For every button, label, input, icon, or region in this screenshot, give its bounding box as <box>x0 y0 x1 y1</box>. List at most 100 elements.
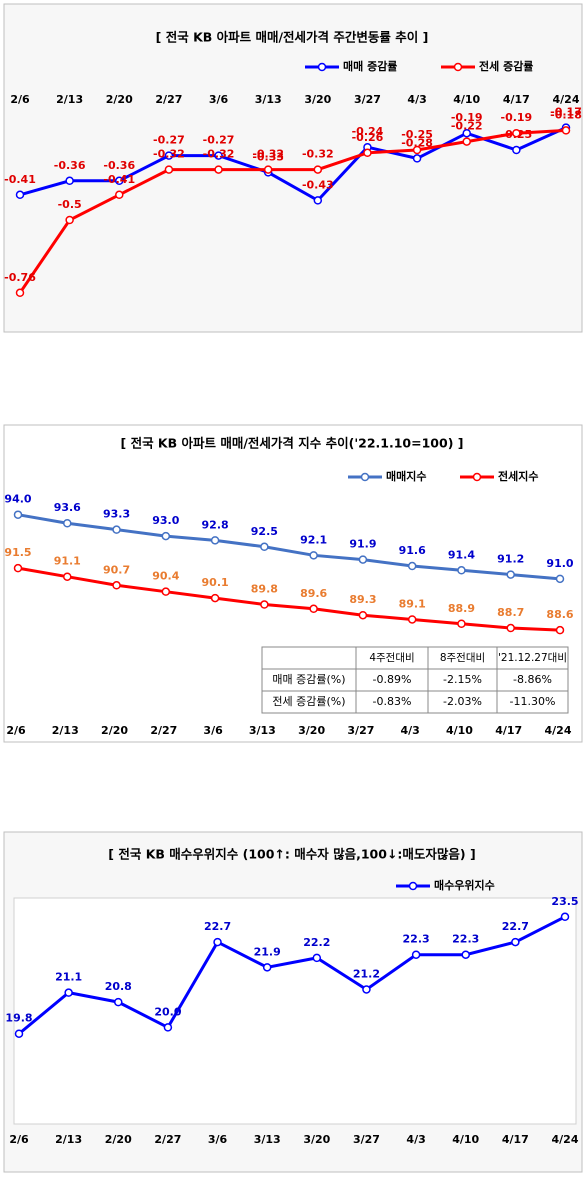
data-label: 93.0 <box>152 514 179 527</box>
data-label: -0.41 <box>103 173 135 186</box>
x-tick-label: 3/13 <box>249 724 276 737</box>
x-tick-label: 3/27 <box>354 93 381 106</box>
point <box>210 593 220 603</box>
point <box>63 518 72 528</box>
table-cell: -11.30% <box>510 695 556 708</box>
point <box>64 988 73 997</box>
x-tick-label: 4/10 <box>446 724 473 737</box>
point <box>506 623 515 633</box>
point <box>512 128 521 138</box>
point <box>506 570 515 579</box>
point <box>114 997 123 1007</box>
data-label: -0.32 <box>203 148 235 161</box>
data-label: -0.28 <box>401 136 433 149</box>
x-tick-label: 3/6 <box>203 724 223 737</box>
data-label: 90.1 <box>202 576 229 589</box>
data-label: 91.4 <box>448 548 475 561</box>
x-tick-label: 4/3 <box>406 1133 425 1146</box>
data-label: -0.22 <box>451 120 483 133</box>
data-label: -0.36 <box>103 159 135 172</box>
x-tick-label: 2/13 <box>55 1133 82 1146</box>
x-tick-label: 4/3 <box>401 724 420 737</box>
table-cell: -0.89% <box>373 673 412 686</box>
data-label: -0.18 <box>550 108 582 121</box>
x-tick-label: 4/17 <box>503 93 530 106</box>
data-label: 92.1 <box>300 533 327 546</box>
data-label: 22.3 <box>403 933 430 946</box>
data-label: 91.6 <box>399 544 426 557</box>
point <box>161 531 171 541</box>
x-tick-label: 4/3 <box>407 93 426 106</box>
point <box>555 625 565 635</box>
point <box>313 196 323 205</box>
x-tick-label: 3/6 <box>208 1133 228 1146</box>
data-label: 23.5 <box>551 895 578 908</box>
table-cell: -0.83% <box>373 695 412 708</box>
point <box>63 572 72 581</box>
legend-label: 전세지수 <box>498 469 538 483</box>
x-tick-label: 4/24 <box>545 724 572 737</box>
x-tick-label: 4/24 <box>552 1133 579 1146</box>
point <box>214 165 223 174</box>
data-label: 89.8 <box>251 583 278 596</box>
point <box>263 165 273 174</box>
table-cell: -2.15% <box>443 673 482 686</box>
point <box>462 137 471 146</box>
x-tick-label: 4/24 <box>553 93 580 106</box>
chart-title: [ 전국 KB 아파트 매매/전세가격 주간변동률 추이 ] <box>156 30 429 45</box>
table-header: 4주전대비 <box>369 652 414 664</box>
x-tick-label: 2/6 <box>9 1133 29 1146</box>
table-header: 8주전대비 <box>440 652 485 664</box>
data-label: 93.3 <box>103 508 130 521</box>
table-header: '21.12.27대비 <box>498 652 567 664</box>
data-label: 20.0 <box>154 1005 181 1018</box>
data-label: 89.3 <box>349 593 376 606</box>
point <box>461 950 470 959</box>
data-label: 88.7 <box>497 606 524 619</box>
point <box>15 190 25 200</box>
series-line <box>18 128 567 294</box>
data-label: 21.1 <box>55 971 82 984</box>
data-label: -0.32 <box>153 148 185 161</box>
data-label: -0.76 <box>4 271 36 284</box>
point <box>358 555 368 564</box>
data-label: 90.7 <box>103 563 130 576</box>
panel <box>3 3 583 333</box>
point <box>362 985 371 994</box>
x-tick-label: 4/10 <box>453 93 480 106</box>
point <box>164 165 174 174</box>
table-cell: 전세 증감률(%) <box>272 695 345 708</box>
data-label: 92.8 <box>202 518 229 531</box>
legend-label: 전세 증감률 <box>479 59 533 73</box>
x-tick-label: 2/20 <box>101 724 128 737</box>
data-label: 21.9 <box>254 945 281 958</box>
point <box>462 128 471 138</box>
x-tick-label: 2/20 <box>105 1133 132 1146</box>
x-tick-label: 3/27 <box>347 724 374 737</box>
point <box>161 587 171 596</box>
point <box>411 950 421 959</box>
data-label: -0.33 <box>252 150 284 163</box>
data-label: -0.27 <box>203 134 235 147</box>
legend-label: 매매지수 <box>386 469 426 483</box>
x-tick-label: 2/13 <box>52 724 79 737</box>
x-tick-label: 3/20 <box>304 93 331 106</box>
data-label: 88.6 <box>546 608 573 621</box>
series-line <box>19 126 567 203</box>
x-tick-label: 3/27 <box>353 1133 380 1146</box>
series-line <box>17 566 561 632</box>
data-label: 90.4 <box>152 570 179 583</box>
data-label: -0.19 <box>501 111 533 124</box>
x-tick-label: 2/6 <box>6 724 26 737</box>
data-label: 91.1 <box>54 555 81 568</box>
legend-label: 매수우위지수 <box>434 878 495 892</box>
point <box>407 561 417 571</box>
data-label: -0.32 <box>302 148 334 161</box>
data-label: 22.2 <box>303 936 330 949</box>
table-bg <box>261 646 569 714</box>
table-cell: -8.86% <box>513 673 552 686</box>
x-tick-label: 3/13 <box>255 93 282 106</box>
point <box>312 953 322 963</box>
x-tick-label: 2/13 <box>56 93 83 106</box>
